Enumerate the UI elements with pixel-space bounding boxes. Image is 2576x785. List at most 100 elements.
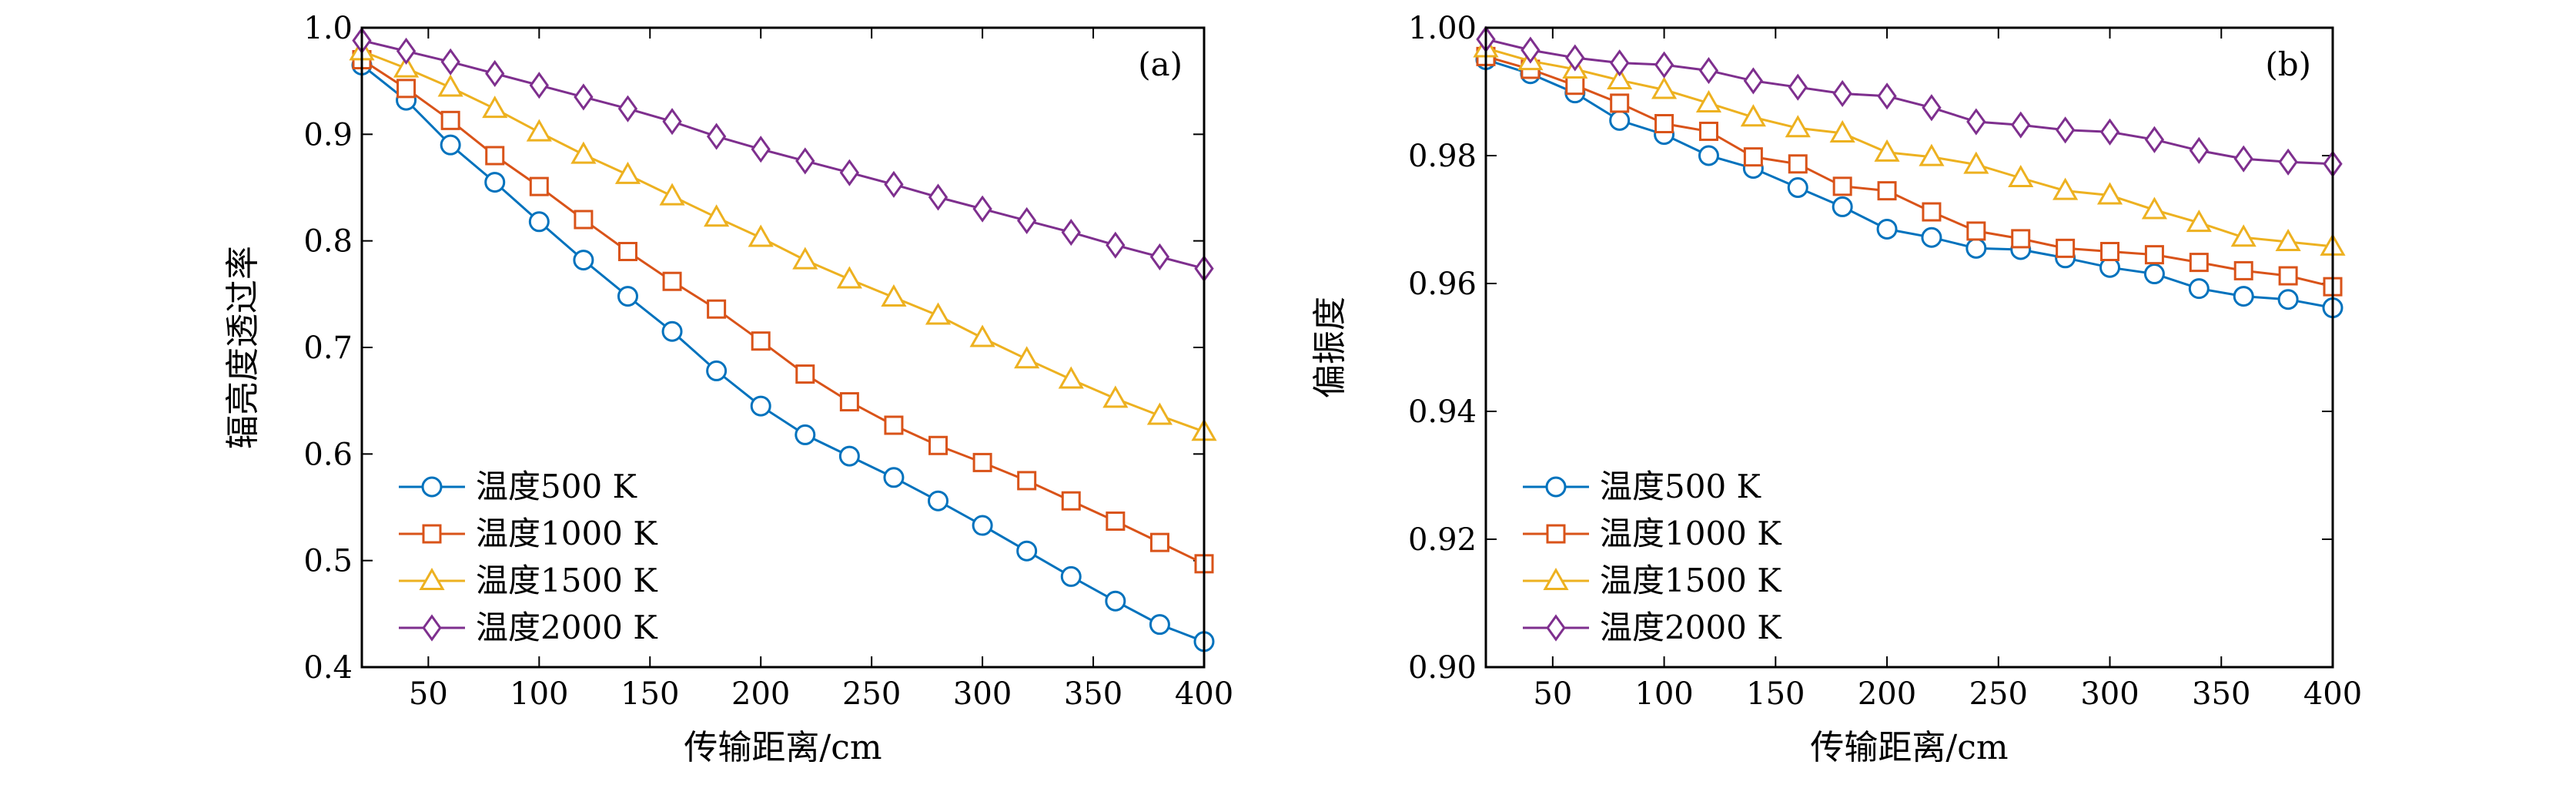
data-point (617, 242, 637, 261)
data-point (838, 445, 860, 467)
legend-entry: 温度2000 K (1523, 609, 1782, 646)
x-tick-label: 200 (1858, 676, 1916, 712)
data-point (748, 224, 774, 247)
data-point (2011, 111, 2031, 139)
data-point (393, 55, 420, 78)
data-point (1017, 206, 1037, 234)
data-point (1832, 196, 1853, 217)
data-point (792, 247, 818, 270)
data-point (884, 415, 904, 435)
data-point (1565, 75, 1585, 96)
y-tick-label: 0.7 (303, 330, 353, 366)
data-point (795, 147, 815, 175)
data-point (881, 283, 907, 307)
data-point (526, 119, 552, 142)
data-point (1695, 89, 1722, 112)
data-point (928, 490, 949, 512)
y-tick-label: 0.9 (303, 117, 353, 153)
y-tick-label: 0.90 (1408, 650, 1477, 686)
data-point (1832, 79, 1852, 108)
legend-entry: 温度2000 K (399, 609, 658, 646)
data-point (1874, 139, 1900, 162)
data-point (440, 48, 460, 75)
data-point (529, 176, 549, 196)
data-point (1607, 67, 1633, 90)
data-point (704, 204, 730, 227)
data-point (2233, 260, 2253, 280)
data-point (751, 331, 771, 351)
data-point (1698, 121, 1718, 141)
data-point (2186, 210, 2212, 233)
chart-panel-b: 50 100 150 200 250 300 350 400 0.90 0.92 0.94 0.96 0… (1310, 11, 2362, 767)
data-point (1966, 221, 1986, 241)
data-point (969, 324, 995, 347)
y-axis-label: 偏振度 (1310, 297, 1350, 398)
legend: 温度500 K 温度1000 K 温度1500 K 温度2000 K (399, 468, 658, 646)
x-tick-label: 200 (731, 676, 790, 712)
x-tick-label: 100 (510, 676, 568, 712)
data-point (2144, 126, 2165, 153)
data-point (573, 250, 594, 271)
data-point (614, 161, 641, 184)
x-tick-label: 100 (1634, 676, 1693, 712)
data-point (1965, 237, 1987, 259)
x-tick-label: 250 (842, 676, 901, 712)
legend-entry: 温度1000 K (1523, 515, 1782, 552)
data-point (1966, 108, 1986, 136)
data-point (1610, 93, 1630, 113)
data-point (440, 110, 460, 130)
data-point (2230, 224, 2257, 247)
data-point (2052, 177, 2079, 200)
data-point (396, 79, 417, 99)
data-point (1609, 109, 1631, 131)
data-point (2055, 116, 2076, 144)
data-point (1149, 243, 1170, 270)
data-point (1654, 51, 1674, 79)
legend-label: 温度1000 K (1600, 515, 1782, 552)
legend-label: 温度1500 K (476, 562, 658, 599)
data-point (574, 210, 594, 230)
data-point (1832, 176, 1852, 196)
data-point (1149, 532, 1169, 552)
data-point (1146, 402, 1173, 425)
data-point (528, 211, 550, 233)
data-point (1785, 115, 1811, 138)
data-point (1877, 82, 1897, 110)
data-point (2278, 148, 2298, 176)
data-point (928, 183, 948, 211)
data-point (2278, 266, 2298, 286)
series-s2000 (1476, 25, 2343, 178)
data-point (1876, 218, 1898, 240)
plot-frame (360, 26, 1206, 669)
y-tick-label: 0.92 (1408, 522, 1477, 558)
x-tick-label: 300 (2080, 676, 2139, 712)
data-point (1788, 154, 1808, 174)
data-point (706, 360, 728, 381)
data-point (1149, 614, 1170, 636)
series-s1000 (1476, 46, 2343, 297)
data-point (1610, 49, 1630, 77)
data-point (482, 96, 508, 119)
x-axis-label: 传输距离/cm (684, 728, 882, 767)
data-point (1058, 366, 1084, 389)
y-tick-label: 0.94 (1408, 394, 1477, 430)
legend-label: 温度1500 K (1600, 562, 1782, 599)
data-point (2096, 182, 2123, 205)
data-point (839, 392, 859, 412)
series-s1500 (1473, 35, 2346, 256)
data-point (2277, 289, 2299, 310)
data-point (2141, 196, 2168, 220)
data-point (972, 195, 992, 223)
series-s500 (1475, 49, 2343, 319)
legend-marker (1546, 614, 1566, 642)
y-tick-label: 0.98 (1408, 139, 1477, 174)
legend-label: 温度500 K (476, 468, 638, 505)
legend-marker (1543, 567, 1569, 590)
legend-label: 温度2000 K (476, 609, 658, 646)
data-point (396, 37, 417, 65)
data-point (2143, 263, 2165, 285)
x-tick-label: 400 (1175, 676, 1233, 712)
data-point (661, 320, 683, 342)
legend-marker (422, 614, 442, 642)
data-point (1743, 67, 1764, 95)
